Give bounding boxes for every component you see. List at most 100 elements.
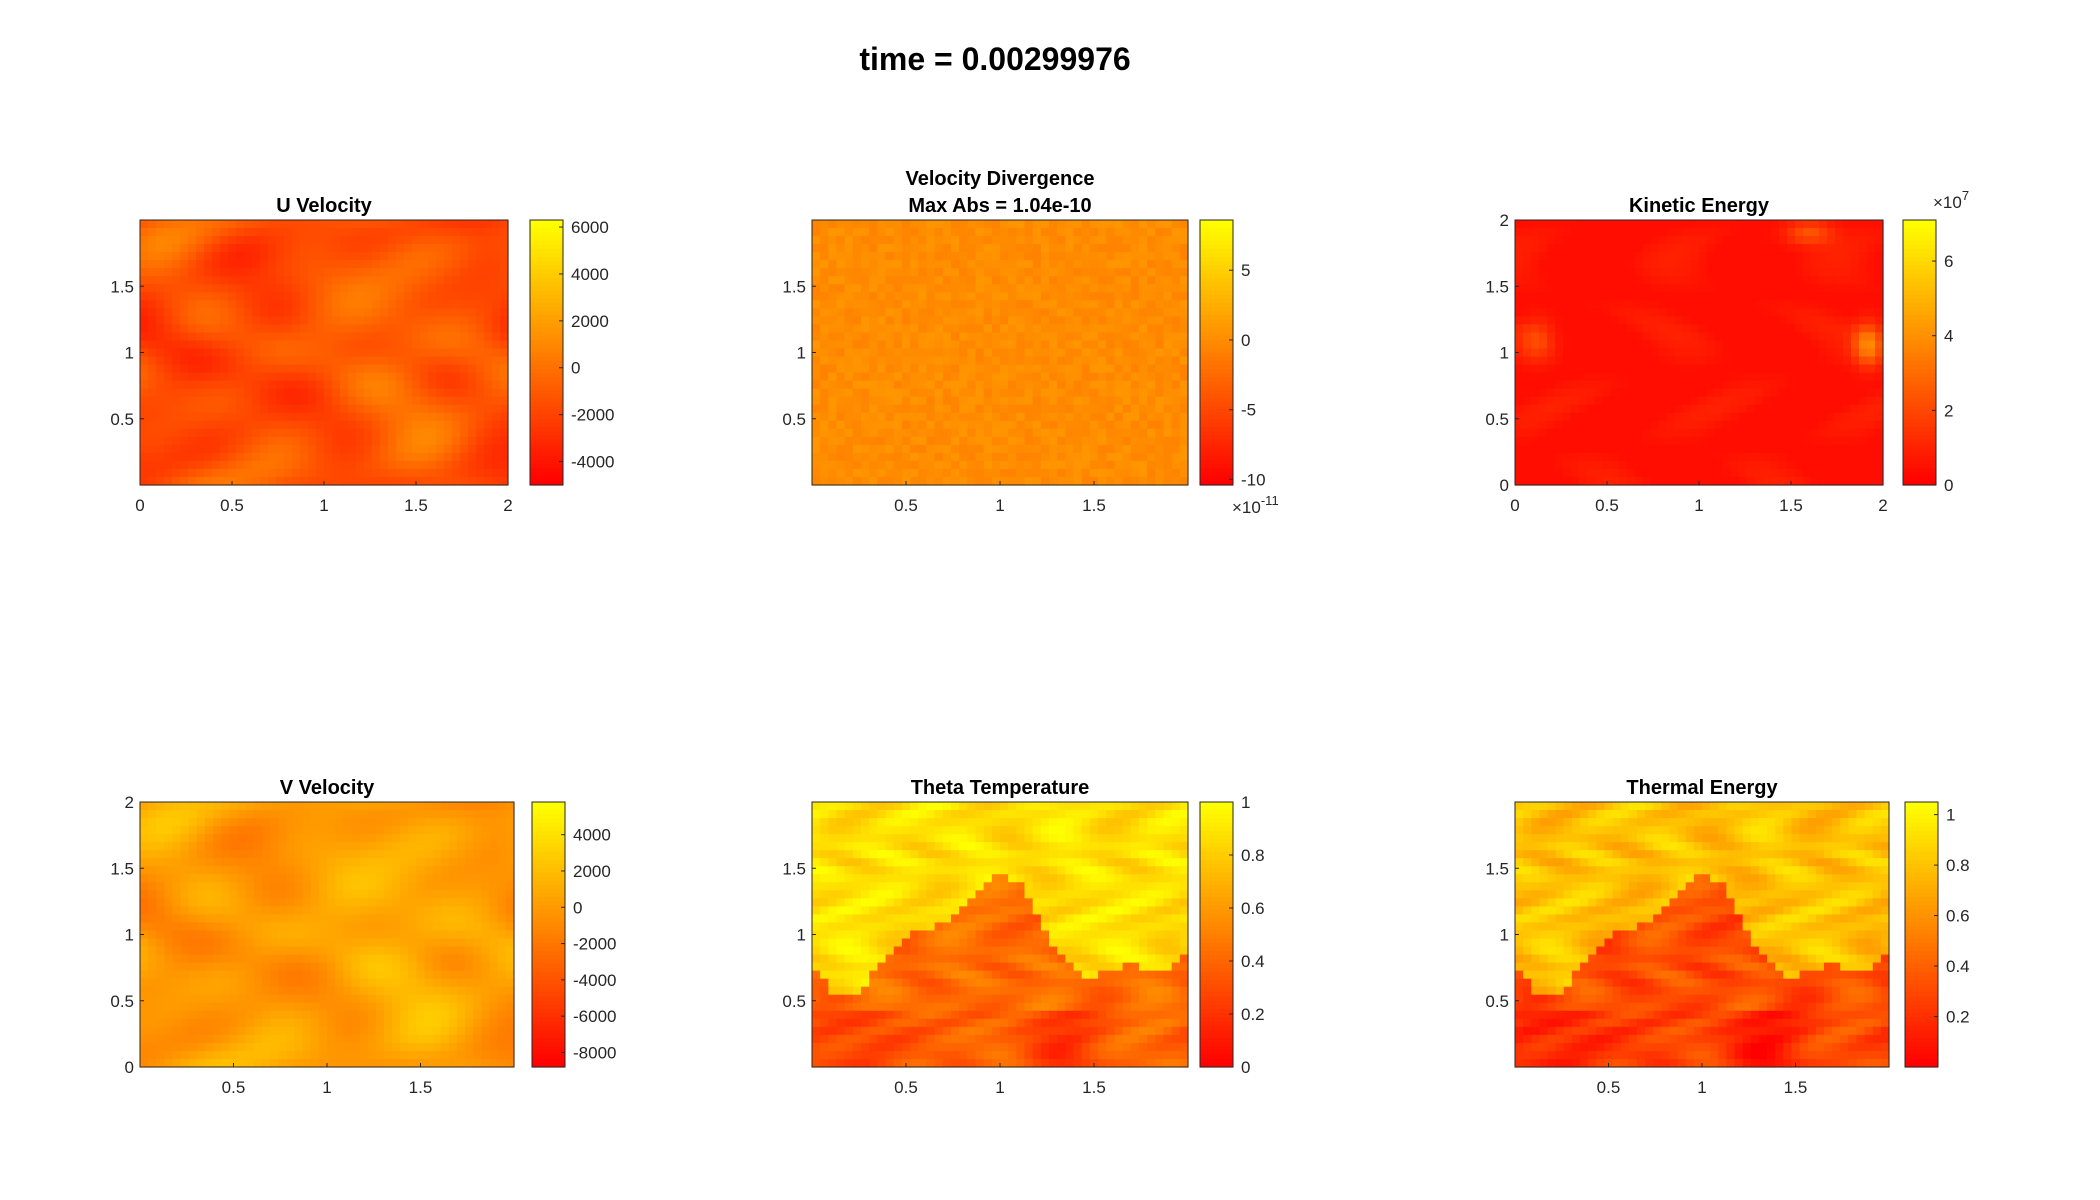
heatmap-cell <box>844 300 854 309</box>
heatmap-cell <box>983 220 993 229</box>
heatmap-cell <box>404 420 413 430</box>
heatmap-cell <box>300 476 309 486</box>
heatmap-cell <box>861 348 870 358</box>
heatmap-cell <box>476 444 485 454</box>
heatmap-cell <box>237 810 247 819</box>
heatmap-cell <box>268 260 277 269</box>
heatmap-cell <box>364 340 373 350</box>
heatmap-cell <box>1563 388 1572 398</box>
heatmap-cell <box>1032 340 1042 350</box>
x-tick-label: 0 <box>1510 496 1519 515</box>
heatmap-cell <box>861 284 870 293</box>
heatmap-cell <box>1603 284 1612 293</box>
heatmap-cell <box>1539 428 1548 438</box>
heatmap-cell <box>348 476 357 486</box>
heatmap-cell <box>1835 236 1844 245</box>
heatmap-cell <box>359 802 369 811</box>
heatmap-cell <box>983 348 993 358</box>
heatmap-cell <box>1851 220 1860 229</box>
heatmap-cell <box>1089 276 1099 285</box>
heatmap-cell <box>172 228 181 237</box>
heatmap-cell <box>1715 356 1724 366</box>
heatmap-cell <box>926 372 936 382</box>
heatmap-cell <box>1539 260 1548 269</box>
heatmap-cell <box>926 236 936 245</box>
heatmap-cell <box>468 444 477 454</box>
colorbar-swatch <box>1200 265 1233 271</box>
heatmap-cell <box>861 324 870 334</box>
heatmap-cell <box>1179 236 1189 245</box>
heatmap-cell <box>1000 412 1009 422</box>
heatmap-cell <box>1595 332 1604 342</box>
heatmap-cell <box>1032 388 1042 398</box>
heatmap-cell <box>1603 436 1612 446</box>
heatmap-cell <box>918 388 928 398</box>
heatmap-cell <box>820 476 829 486</box>
heatmap-cell <box>392 810 401 819</box>
heatmap-cell <box>428 292 437 301</box>
heatmap-cell <box>1563 276 1572 285</box>
heatmap-cell <box>1515 220 1524 229</box>
heatmap-cell <box>910 284 919 293</box>
heatmap-cell <box>1795 300 1804 309</box>
heatmap-cell <box>1049 380 1058 390</box>
heatmap-cell <box>1603 308 1612 317</box>
heatmap-cell <box>276 332 285 342</box>
heatmap-cell <box>324 300 333 309</box>
heatmap-cell <box>1057 364 1066 374</box>
heatmap-cell <box>1819 324 1828 334</box>
heatmap-cell <box>1715 364 1724 374</box>
heatmap-cell <box>959 324 968 334</box>
heatmap-cell <box>1843 476 1852 486</box>
heatmap-cell <box>140 826 149 835</box>
heatmap-cell <box>820 292 829 301</box>
heatmap-cell <box>967 428 977 438</box>
heatmap-cell <box>1049 372 1058 382</box>
heatmap-cell <box>877 468 887 478</box>
colorbar-swatch <box>1200 431 1233 436</box>
colorbar-swatch <box>530 236 563 242</box>
heatmap-cell <box>1635 316 1644 325</box>
heatmap-cell <box>861 396 870 406</box>
heatmap-cell <box>885 332 895 342</box>
heatmap-cell <box>1130 316 1140 325</box>
heatmap-cell <box>220 252 229 261</box>
heatmap-cell <box>1651 332 1660 342</box>
heatmap-cell <box>428 436 437 446</box>
heatmap-cell <box>300 316 309 325</box>
heatmap-cell <box>372 444 381 454</box>
heatmap-cell <box>812 292 821 301</box>
heatmap-cell <box>292 388 301 398</box>
heatmap-cell <box>918 308 928 317</box>
heatmap-cell <box>1539 292 1548 301</box>
heatmap-cell <box>1763 276 1772 285</box>
heatmap-cell <box>1179 276 1189 285</box>
heatmap-cell <box>975 308 985 317</box>
heatmap-cell <box>164 452 173 462</box>
heatmap-cell <box>396 348 405 358</box>
heatmap-cell <box>1122 292 1132 301</box>
heatmap-cell <box>172 460 181 470</box>
heatmap-cell <box>1563 460 1572 470</box>
heatmap-cell <box>204 444 213 454</box>
heatmap-cell <box>1667 300 1676 309</box>
heatmap-cell <box>934 340 944 350</box>
heatmap-cell <box>1595 420 1604 430</box>
heatmap-cell <box>484 428 493 438</box>
heatmap-cell <box>1699 220 1708 229</box>
heatmap-cell <box>1571 260 1580 269</box>
heatmap-cell <box>324 244 333 253</box>
heatmap-cell <box>942 372 952 382</box>
heatmap-cell <box>1691 220 1700 229</box>
heatmap-cell <box>180 380 189 390</box>
heatmap-cell <box>1571 420 1580 430</box>
heatmap-cell <box>1122 452 1132 462</box>
heatmap-cell <box>1032 324 1042 334</box>
colorbar: -10-505×10-11 <box>1199 219 1279 517</box>
heatmap-cell <box>220 220 229 229</box>
heatmap-cell <box>1747 372 1756 382</box>
heatmap-cell <box>1098 276 1107 285</box>
y-tick-label: 1 <box>797 344 806 363</box>
heatmap-cell <box>1651 284 1660 293</box>
heatmap-cell <box>1763 252 1772 261</box>
